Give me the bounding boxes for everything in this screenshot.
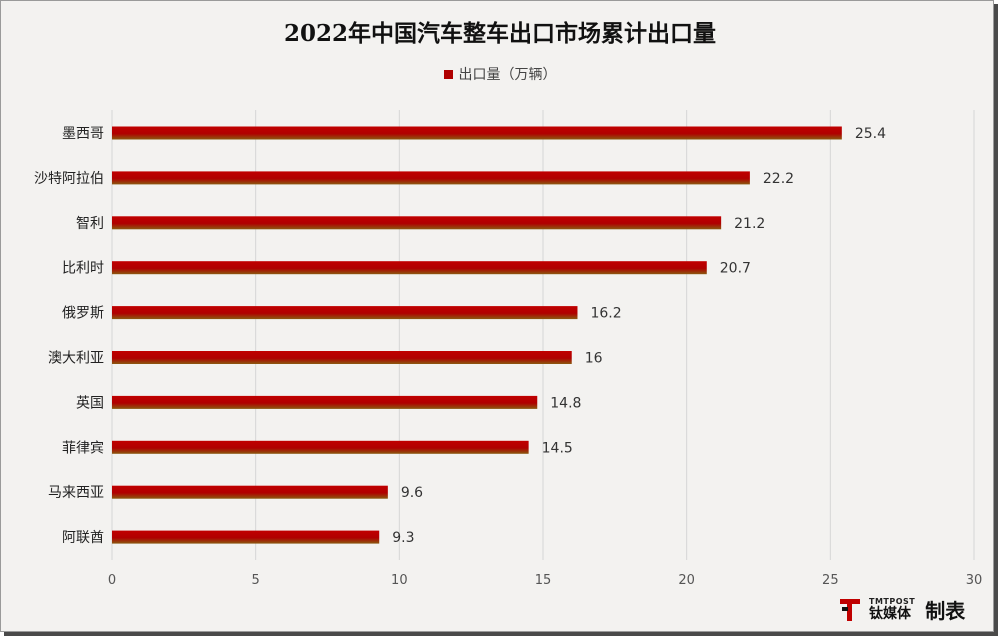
value-label: 14.8 bbox=[550, 395, 581, 411]
bar bbox=[112, 351, 572, 364]
bar bbox=[112, 216, 722, 230]
category-label: 菲律宾 bbox=[62, 440, 104, 456]
x-tick-label: 20 bbox=[678, 573, 695, 588]
value-label: 16 bbox=[585, 351, 603, 367]
category-label: 智利 bbox=[76, 216, 104, 232]
brand-logo-bottom: 钛媒体 bbox=[869, 606, 911, 622]
category-label: 澳大利亚 bbox=[48, 351, 104, 367]
chart-legend: 出口量（万辆） bbox=[0, 64, 1000, 84]
bar bbox=[112, 261, 707, 275]
value-label: 16.2 bbox=[590, 306, 621, 322]
category-label: 沙特阿拉伯 bbox=[34, 171, 104, 187]
bar bbox=[112, 126, 842, 140]
value-label: 14.5 bbox=[542, 440, 573, 456]
value-label: 22.2 bbox=[763, 171, 794, 187]
x-tick-label: 5 bbox=[252, 573, 260, 588]
value-label: 9.3 bbox=[392, 530, 414, 546]
bar bbox=[112, 485, 388, 499]
category-label: 比利时 bbox=[62, 261, 104, 277]
brand-logo-top: TMTPOST bbox=[869, 597, 916, 606]
bar bbox=[112, 395, 538, 409]
x-tick-label: 25 bbox=[822, 573, 839, 588]
value-label: 9.6 bbox=[401, 485, 423, 501]
value-label: 25.4 bbox=[855, 126, 886, 142]
x-tick-label: 30 bbox=[966, 573, 983, 588]
bar bbox=[112, 440, 529, 454]
category-label: 俄罗斯 bbox=[62, 306, 104, 322]
legend-swatch bbox=[443, 69, 453, 79]
category-label: 英国 bbox=[76, 394, 104, 411]
value-label: 20.7 bbox=[720, 261, 751, 277]
category-label: 马来西亚 bbox=[48, 485, 104, 501]
x-tick-label: 0 bbox=[108, 573, 116, 588]
bar bbox=[112, 306, 578, 320]
x-tick-label: 10 bbox=[391, 573, 408, 588]
value-label: 21.2 bbox=[734, 216, 765, 232]
brand-made-by: 制表 bbox=[925, 599, 966, 623]
tmtpost-logo-icon bbox=[839, 597, 863, 623]
chart-title: 2022年中国汽车整车出口市场累计出口量 bbox=[283, 20, 716, 47]
bar bbox=[112, 171, 750, 185]
brand-watermark: TMTPOST 钛媒体 制表 bbox=[839, 595, 965, 624]
category-label: 墨西哥 bbox=[62, 126, 104, 142]
bar bbox=[112, 530, 380, 544]
x-tick-label: 15 bbox=[535, 573, 552, 588]
legend-label: 出口量（万辆） bbox=[458, 67, 557, 83]
category-label: 阿联酋 bbox=[62, 529, 104, 546]
